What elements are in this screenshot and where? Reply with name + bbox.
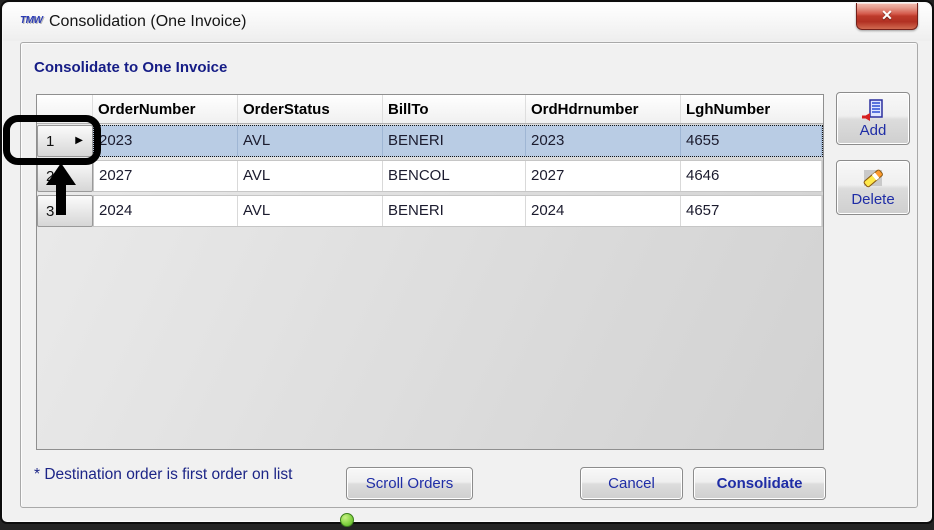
cell-ordhdrnumber[interactable]: 2027 [526,161,681,191]
cell-lghnumber[interactable]: 4655 [681,126,822,156]
orders-grid: OrderNumber OrderStatus BillTo OrdHdrnumber… [36,94,824,450]
cell-ordhdrnumber[interactable]: 2024 [526,196,681,226]
current-row-arrow-icon: ▶ [75,135,83,146]
column-header-ordernumber[interactable]: OrderNumber [93,95,238,123]
window-title: Consolidation (One Invoice) [49,13,247,30]
cancel-button[interactable]: Cancel [580,467,683,500]
consolidate-label: Consolidate [716,475,803,492]
cell-orderstatus[interactable]: AVL [238,196,383,226]
grid-rows: 1 ▶ 2023 AVL BENERI 2023 4655 2 2027 AVL BENCOL 202… [37,124,823,230]
column-header-lghnumber[interactable]: LghNumber [686,101,771,118]
cell-orderstatus[interactable]: AVL [238,161,383,191]
delete-button[interactable]: Delete [836,160,910,215]
row-data[interactable]: 2027 AVL BENCOL 2027 4646 [93,160,823,192]
cell-ordernumber[interactable]: 2027 [94,161,238,191]
cell-ordernumber[interactable]: 2024 [94,196,238,226]
cell-billto[interactable]: BENERI [383,126,526,156]
cell-orderstatus[interactable]: AVL [238,126,383,156]
destination-order-footnote: * Destination order is first order on li… [34,466,293,483]
row-data[interactable]: 2024 AVL BENERI 2024 4657 [93,195,823,227]
table-row: 2 2027 AVL BENCOL 2027 4646 [37,160,823,192]
row-selector-header [37,95,93,123]
delete-button-label: Delete [851,191,895,208]
eraser-icon [863,169,883,188]
column-header-orderstatus[interactable]: OrderStatus [238,95,383,123]
row-data-selected[interactable]: 2023 AVL BENERI 2023 4655 [93,125,823,157]
annotation-highlight-rect [3,115,101,165]
grid-header: OrderNumber OrderStatus BillTo OrdHdrnumber… [37,95,823,124]
cell-lghnumber[interactable]: 4646 [681,161,822,191]
annotation-handle-dot [340,513,354,527]
tmw-logo-icon: TMW [20,15,43,26]
close-x-icon: ✕ [881,7,893,23]
row-number: 3 [46,202,55,220]
add-button[interactable]: Add [836,92,910,145]
table-row: 3 2024 AVL BENERI 2024 4657 [37,195,823,227]
cell-billto[interactable]: BENERI [383,196,526,226]
consolidate-button[interactable]: Consolidate [693,467,826,500]
cell-billto[interactable]: BENCOL [383,161,526,191]
cell-ordernumber[interactable]: 2023 [94,126,238,156]
row-selector[interactable]: 1 ▶ [37,125,93,157]
scroll-orders-button[interactable]: Scroll Orders [346,467,473,500]
cell-ordhdrnumber[interactable]: 2023 [526,126,681,156]
document-add-icon [862,99,883,121]
add-button-label: Add [859,122,887,139]
close-button[interactable]: ✕ [856,3,918,30]
cell-lghnumber[interactable]: 4657 [681,196,822,226]
title-bar: TMW Consolidation (One Invoice) ✕ [3,3,931,41]
annotation-up-arrow-icon [46,163,76,185]
panel-heading: Consolidate to One Invoice [34,59,228,76]
row-number: 1 [46,132,55,150]
scroll-orders-label: Scroll Orders [365,475,454,492]
column-header-billto[interactable]: BillTo [383,95,526,123]
cancel-label: Cancel [608,475,655,492]
table-row: 1 ▶ 2023 AVL BENERI 2023 4655 [37,125,823,157]
column-header-ordhdrnumber[interactable]: OrdHdrnumber [526,95,681,123]
annotation-up-arrow-shaft [56,184,66,215]
